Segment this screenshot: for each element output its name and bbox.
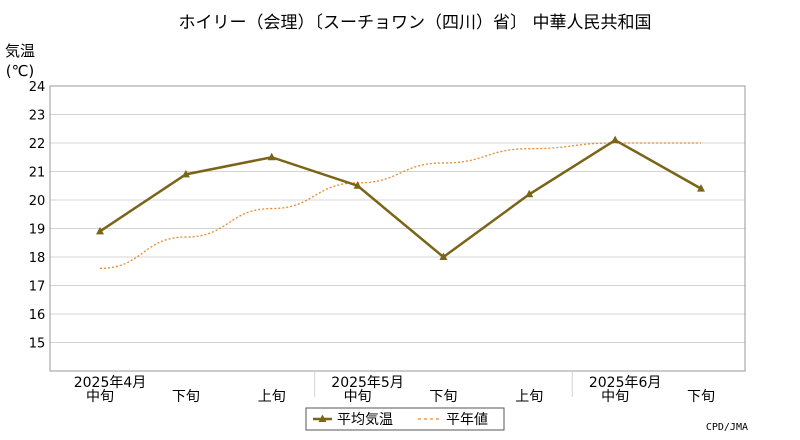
x-month-label: 2025年4月 xyxy=(74,375,147,391)
y-tick-label: 22 xyxy=(29,137,46,152)
y-axis-label: 気温 xyxy=(5,42,35,60)
data-point-average xyxy=(181,169,190,178)
y-tick-label: 18 xyxy=(29,251,46,266)
data-point-average xyxy=(267,152,276,161)
x-tick-label: 上旬 xyxy=(515,389,543,405)
y-tick-label: 15 xyxy=(29,337,46,352)
legend-marker-average xyxy=(318,414,327,422)
y-tick-label: 21 xyxy=(29,166,46,181)
grid xyxy=(50,85,745,343)
x-tick-label: 中旬 xyxy=(86,389,114,405)
y-tick-label: 24 xyxy=(29,80,46,95)
legend-box xyxy=(305,407,505,431)
legend: 平均気温 平年値 xyxy=(305,407,505,431)
legend-label-normal: 平年値 xyxy=(446,412,488,428)
x-tick-label: 中旬 xyxy=(601,389,629,405)
chart-title: ホイリー（会理）〔スーチョワン（四川）省〕 中華人民共和国 xyxy=(179,13,652,33)
data-point-average xyxy=(525,189,534,198)
series xyxy=(96,135,705,270)
y-axis-unit: (℃) xyxy=(6,62,35,80)
x-tick-label: 上旬 xyxy=(258,389,286,405)
x-tick-label: 下旬 xyxy=(429,389,457,405)
x-month-label: 2025年6月 xyxy=(589,375,662,391)
data-point-average xyxy=(353,181,362,189)
x-axis: 中旬 下旬 上旬 中旬 下旬 上旬 中旬 下旬 2025年4月 2025年5月 2025年6月 xyxy=(74,371,715,405)
credit-label: CPD/JMA xyxy=(706,422,748,433)
data-point-average xyxy=(439,252,448,260)
x-tick-label: 下旬 xyxy=(172,389,200,405)
series-line-average xyxy=(99,138,702,259)
y-tick-label: 17 xyxy=(29,280,46,295)
x-tick-label: 下旬 xyxy=(687,389,715,405)
data-point-average xyxy=(697,184,705,192)
y-tick-label: 16 xyxy=(29,308,46,323)
legend-label-average: 平均気温 xyxy=(337,412,393,428)
series-line-normal xyxy=(99,142,701,270)
x-tick-label: 中旬 xyxy=(344,389,372,405)
data-point-average xyxy=(96,226,104,235)
y-tick-label: 23 xyxy=(29,109,46,124)
x-month-label: 2025年5月 xyxy=(331,375,404,391)
y-tick-label: 19 xyxy=(29,223,46,238)
y-tick-label: 20 xyxy=(29,194,46,209)
data-point-average xyxy=(611,135,620,144)
y-axis-ticks: 15 16 17 18 19 20 21 22 23 24 xyxy=(29,80,46,352)
plot-area-frame xyxy=(49,85,746,372)
